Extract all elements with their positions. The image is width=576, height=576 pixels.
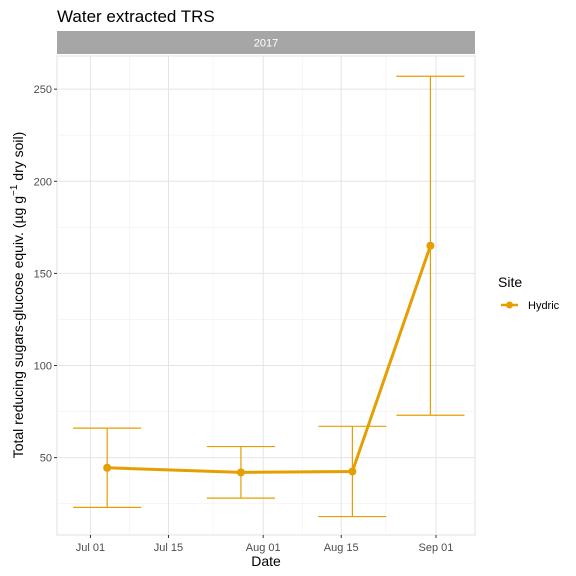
x-axis: Jul 01 Jul 15 Aug 01 Aug 15 Sep 01	[76, 535, 454, 554]
x-tick-label: Aug 15	[324, 542, 359, 554]
plot-panel	[56, 55, 476, 536]
legend-title: Site	[498, 274, 522, 290]
facet-strip	[57, 31, 475, 54]
series-line-hydric	[107, 245, 432, 474]
y-axis-title-superscript: −1	[9, 184, 20, 196]
legend: Site Hydric	[498, 274, 560, 312]
data-point	[236, 468, 245, 477]
y-tick-label: 50	[40, 453, 52, 465]
legend-item-hydric: Hydric	[528, 300, 560, 312]
x-tick-label: Jul 15	[154, 542, 183, 554]
legend-key-dot	[506, 301, 513, 309]
y-tick-label: 250	[34, 84, 52, 96]
y-tick-label: 150	[34, 268, 52, 280]
series-hydric	[73, 75, 465, 518]
chart-title: Water extracted TRS	[57, 7, 215, 26]
facet-strip-label: 2017	[254, 38, 278, 50]
x-axis-title: Date	[251, 553, 281, 569]
data-point	[348, 467, 357, 476]
y-tick-label: 200	[34, 176, 52, 188]
x-tick-label: Sep 01	[419, 542, 454, 554]
y-tick-label: 100	[34, 361, 52, 373]
y-axis-title-main: Total reducing sugars-glucose equiv. (µg…	[10, 196, 26, 458]
grid	[57, 56, 475, 535]
y-axis-title-suffix: dry soil)	[10, 132, 26, 185]
data-point	[426, 241, 435, 250]
x-tick-label: Aug 01	[246, 542, 281, 554]
y-axis-title: Total reducing sugars-glucose equiv. (µg…	[9, 132, 26, 459]
data-point	[103, 463, 112, 472]
x-tick-label: Jul 01	[76, 542, 105, 554]
y-axis: 50 100 150 200 250	[34, 84, 57, 465]
